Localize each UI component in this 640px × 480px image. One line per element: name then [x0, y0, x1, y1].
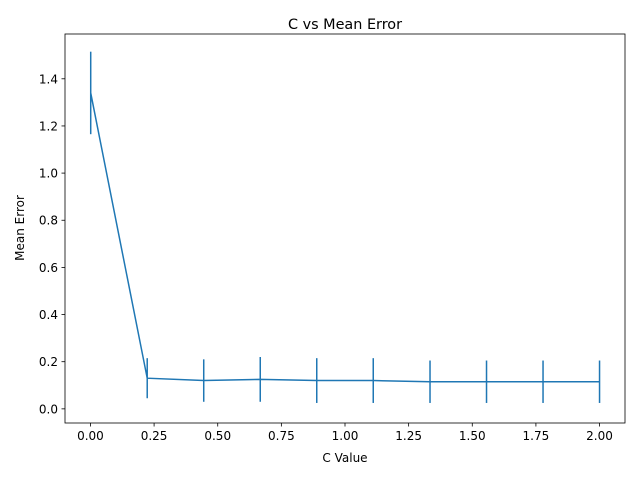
- y-tick-label: 0.0: [39, 402, 58, 416]
- y-axis-label: Mean Error: [13, 195, 27, 261]
- y-tick-label: 0.2: [39, 355, 58, 369]
- series-line: [89, 92, 600, 383]
- y-tick-label: 1.4: [39, 72, 58, 86]
- x-axis: 0.00 0.25 0.50 0.75 1.00 1.25 1.50 1.75 2.00: [77, 423, 613, 443]
- x-tick-label: 0.00: [77, 429, 104, 443]
- chart-title: C vs Mean Error: [288, 17, 402, 33]
- y-axis: 0.0 0.2 0.4 0.6 0.8 1.0 1.2 1.4: [39, 72, 65, 416]
- x-tick-label: 0.75: [268, 429, 295, 443]
- x-tick-label: 2.00: [586, 429, 613, 443]
- y-tick-label: 0.6: [39, 261, 58, 275]
- x-tick-label: 1.25: [395, 429, 422, 443]
- plot-frame: [64, 33, 626, 424]
- x-tick-label: 1.75: [523, 429, 550, 443]
- y-tick-label: 1.0: [39, 167, 58, 181]
- x-tick-label: 0.25: [141, 429, 168, 443]
- y-tick-label: 0.4: [39, 308, 58, 322]
- plot-area: [89, 51, 601, 403]
- x-tick-label: 1.00: [332, 429, 359, 443]
- x-axis-label: C Value: [322, 451, 367, 465]
- y-tick-label: 0.8: [39, 214, 58, 228]
- x-tick-label: 0.50: [204, 429, 231, 443]
- y-tick-label: 1.2: [39, 119, 58, 133]
- x-tick-label: 1.50: [459, 429, 486, 443]
